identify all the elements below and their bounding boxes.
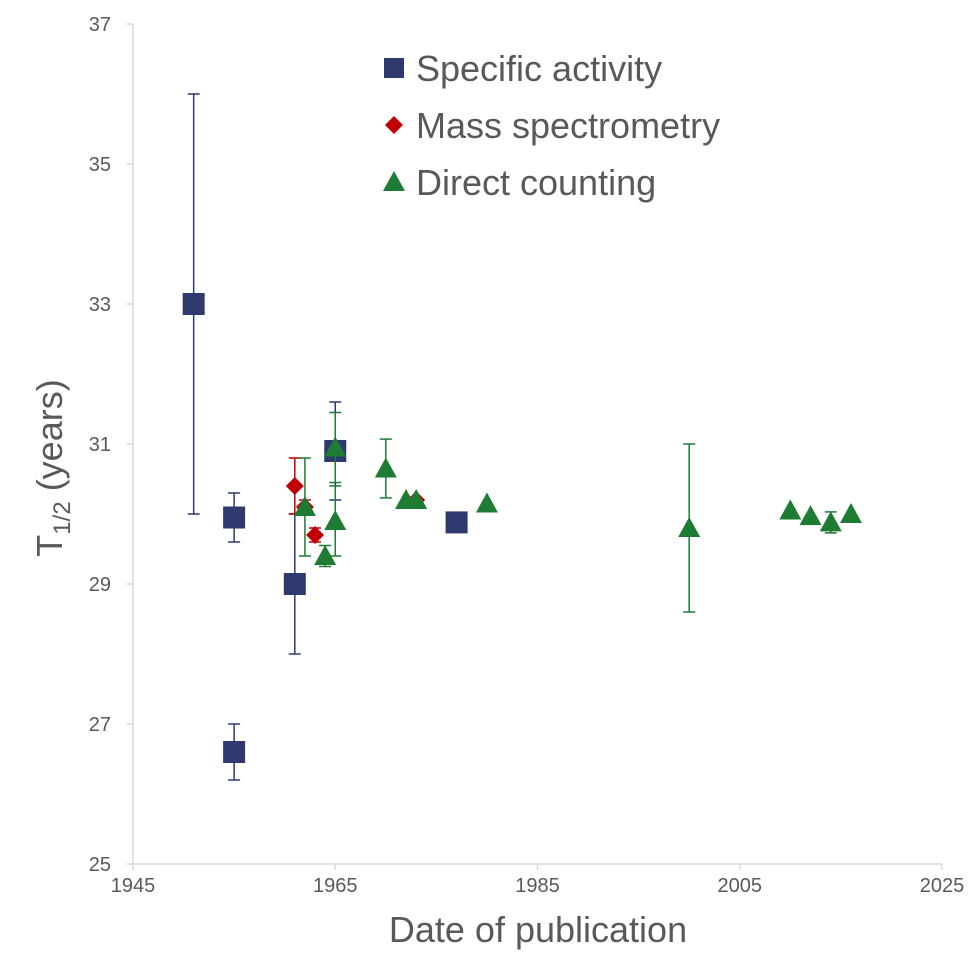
x-tick-label: 1985 [515, 875, 560, 897]
legend: Specific activity Mass spectrometry Direct… [383, 48, 720, 203]
data-point [678, 517, 701, 537]
y-tick-label: 29 [89, 574, 111, 596]
data-point [324, 436, 347, 457]
data-point [223, 741, 246, 763]
x-tick-labels: 1945 1965 1985 2005 2025 [111, 864, 965, 897]
data-point [223, 506, 246, 529]
y-tick-label: 25 [89, 854, 111, 876]
y-tick-label: 35 [89, 154, 111, 176]
y-axis-title-rest: (years) [29, 379, 70, 501]
y-axis-title: T1/2 (years) [29, 379, 76, 556]
y-tick-label: 31 [89, 434, 111, 456]
x-axis-title: Date of publication [389, 909, 687, 950]
y-tick-label: 27 [89, 714, 111, 736]
x-tick-label: 1945 [111, 875, 156, 897]
data-point [374, 457, 397, 478]
data-point [314, 545, 337, 565]
legend-marker [385, 116, 403, 134]
legend-marker [384, 58, 404, 78]
plot-area [182, 93, 862, 781]
y-tick-label: 37 [89, 14, 111, 36]
data-point [839, 503, 862, 523]
data-point [405, 489, 428, 509]
data-point [182, 293, 205, 315]
data-point [283, 573, 306, 595]
series-direct-counting [293, 411, 862, 613]
x-tick-label: 1965 [313, 875, 358, 897]
x-tick-label: 2025 [920, 875, 965, 897]
data-point [445, 511, 468, 534]
data-point [475, 492, 498, 513]
y-axis-title-subscript: 1/2 [49, 501, 76, 534]
x-tick-label: 2005 [718, 875, 763, 897]
legend-marker [383, 171, 405, 191]
data-point [285, 477, 304, 495]
axes [132, 24, 942, 865]
data-point [779, 499, 802, 520]
legend-label: Direct counting [416, 162, 656, 203]
data-point [799, 505, 822, 526]
data-point [306, 526, 325, 544]
data-point [819, 511, 842, 532]
legend-label: Specific activity [416, 48, 662, 89]
data-point [293, 496, 316, 516]
y-tick-label: 33 [89, 294, 111, 316]
y-tick-labels: 25 27 29 31 33 35 37 [89, 14, 133, 876]
data-point [324, 510, 347, 530]
y-axis-title-main: T [29, 535, 70, 557]
series-specific-activity [182, 93, 468, 781]
legend-label: Mass spectrometry [416, 105, 720, 146]
